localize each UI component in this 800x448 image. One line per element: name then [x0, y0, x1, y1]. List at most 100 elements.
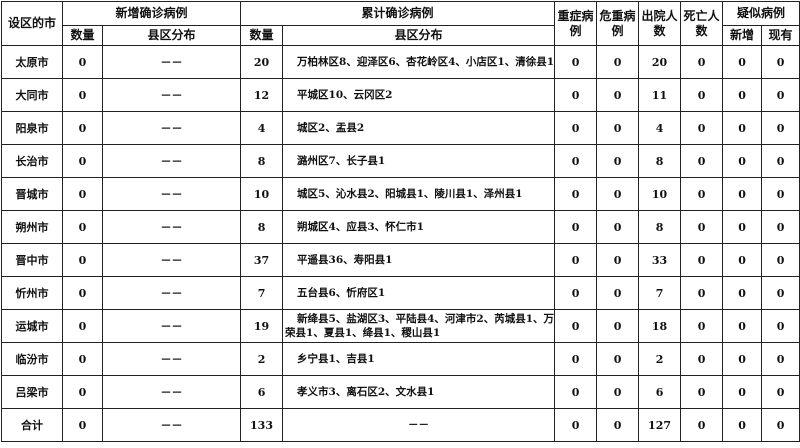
table-row: 运城市 0 －－ 19 新绛县5、盐湖区3、平陆县4、河津市2、芮城县1、万荣县1、夏县… — [1, 309, 800, 343]
table-row: 长治市 0 －－ 8 潞州区7、长子县1 0 0 8 0 0 0 — [1, 144, 800, 178]
header-city: 设区的市 — [1, 1, 63, 46]
cell-critical: 0 — [596, 309, 640, 343]
cell-critical: 0 — [596, 45, 640, 79]
cell-deaths: 0 — [680, 177, 724, 211]
cell-total: 19 — [240, 309, 284, 343]
cell-deaths: 0 — [680, 111, 724, 145]
cell-city: 大同市 — [1, 78, 63, 112]
cell-new-dist: －－ — [101, 210, 242, 244]
cell-total: 2 — [240, 342, 284, 376]
cell-severe: 0 — [554, 210, 598, 244]
table-row: 晋中市 0 －－ 37 平遥县36、寿阳县1 0 0 33 0 0 0 — [1, 243, 800, 277]
header-new-count: 数量 — [62, 25, 103, 46]
cell-susp-current: 0 — [761, 78, 800, 112]
table-row: 阳泉市 0 －－ 4 城区2、盂县2 0 0 4 0 0 0 — [1, 111, 800, 145]
cell-total: 37 — [240, 243, 284, 277]
cell-deaths: 0 — [680, 375, 724, 409]
cell-new: 0 — [62, 177, 103, 211]
cell-new-dist: －－ — [101, 111, 242, 145]
cell-dist: 五台县6、忻府区1 — [282, 276, 556, 310]
cell-dist: 潞州区7、长子县1 — [282, 144, 556, 178]
cell-critical: 0 — [596, 144, 640, 178]
cell-susp-current: 0 — [761, 309, 800, 343]
cell-critical: 0 — [596, 276, 640, 310]
cell-deaths: 0 — [680, 45, 724, 79]
table-row: 朔州市 0 －－ 8 朔城区4、应县3、怀仁市1 0 0 8 0 0 0 — [1, 210, 800, 244]
cell-severe: 0 — [554, 342, 598, 376]
cell-discharged: 4 — [638, 111, 682, 145]
cell-severe: 0 — [554, 111, 598, 145]
header-total-confirmed: 累计确诊病例 — [240, 1, 556, 26]
cell-deaths: 0 — [680, 309, 724, 343]
cell-critical: 0 — [596, 243, 640, 277]
cell-new: 0 — [62, 342, 103, 376]
cell-total: 10 — [240, 177, 284, 211]
cell-discharged: 7 — [638, 276, 682, 310]
table-row: 晋城市 0 －－ 10 城区5、沁水县2、阳城县1、陵川县1、泽州县1 0 0 10 0 0 0 — [1, 177, 800, 211]
table-row: 吕梁市 0 －－ 6 孝义市3、离石区2、文水县1 0 0 6 0 0 0 — [1, 375, 800, 409]
cell-dist: 城区2、盂县2 — [282, 111, 556, 145]
cell-susp-current: 0 — [761, 243, 800, 277]
cell-severe: 0 — [554, 144, 598, 178]
cell-total: 8 — [240, 144, 284, 178]
cell-deaths: 0 — [680, 276, 724, 310]
cell-susp-new: 0 — [722, 144, 763, 178]
cell-new-dist: －－ — [101, 309, 242, 343]
cell-dist: 平城区10、云冈区2 — [282, 78, 556, 112]
cell-new: 0 — [62, 78, 103, 112]
cell-discharged: 20 — [638, 45, 682, 79]
cell-city: 忻州市 — [1, 276, 63, 310]
cell-city: 长治市 — [1, 144, 63, 178]
table-row: 大同市 0 －－ 12 平城区10、云冈区2 0 0 11 0 0 0 — [1, 78, 800, 112]
cell-critical: 0 — [596, 210, 640, 244]
cell-susp-current: 0 — [761, 375, 800, 409]
cell-discharged: 127 — [638, 408, 682, 442]
table-row: 忻州市 0 －－ 7 五台县6、忻府区1 0 0 7 0 0 0 — [1, 276, 800, 310]
cell-discharged: 10 — [638, 177, 682, 211]
table-body: 太原市 0 －－ 20 万柏林区8、迎泽区6、杏花岭区4、小店区1、清徐县1 0 0 20 0 0… — [1, 45, 800, 442]
header-suspected: 疑似病例 — [722, 1, 800, 26]
cell-new: 0 — [62, 210, 103, 244]
cell-deaths: 0 — [680, 243, 724, 277]
cell-dist: 新绛县5、盐湖区3、平陆县4、河津市2、芮城县1、万荣县1、夏县1、绛县1、稷山… — [282, 309, 556, 343]
cell-susp-current: 0 — [761, 45, 800, 79]
cell-new: 0 — [62, 144, 103, 178]
cell-dist: 朔城区4、应县3、怀仁市1 — [282, 210, 556, 244]
cell-new: 0 — [62, 408, 103, 442]
cell-dist: 孝义市3、离石区2、文水县1 — [282, 375, 556, 409]
header-total-count: 数量 — [240, 25, 284, 46]
cell-total: 6 — [240, 375, 284, 409]
cell-city: 运城市 — [1, 309, 63, 343]
header-severe: 重症病例 — [554, 1, 598, 46]
cell-new-dist: －－ — [101, 78, 242, 112]
cell-susp-new: 0 — [722, 276, 763, 310]
cell-new: 0 — [62, 111, 103, 145]
cell-total: 133 — [240, 408, 284, 442]
cell-new-dist: －－ — [101, 177, 242, 211]
cell-discharged: 8 — [638, 144, 682, 178]
cell-dist: 城区5、沁水县2、阳城县1、陵川县1、泽州县1 — [282, 177, 556, 211]
cell-severe: 0 — [554, 375, 598, 409]
cell-susp-current: 0 — [761, 210, 800, 244]
header-suspected-new: 新增 — [722, 25, 763, 46]
cell-critical: 0 — [596, 111, 640, 145]
cell-new: 0 — [62, 375, 103, 409]
cell-dist: 乡宁县1、吉县1 — [282, 342, 556, 376]
cell-deaths: 0 — [680, 210, 724, 244]
cell-severe: 0 — [554, 45, 598, 79]
cell-city: 合计 — [1, 408, 63, 442]
cell-total: 12 — [240, 78, 284, 112]
cell-new-dist: －－ — [101, 408, 242, 442]
cell-total: 4 — [240, 111, 284, 145]
cell-severe: 0 — [554, 78, 598, 112]
cell-new: 0 — [62, 243, 103, 277]
header-deaths: 死亡人数 — [680, 1, 724, 46]
cell-deaths: 0 — [680, 342, 724, 376]
cell-susp-current: 0 — [761, 111, 800, 145]
cell-new-dist: －－ — [101, 243, 242, 277]
table-row: 太原市 0 －－ 20 万柏林区8、迎泽区6、杏花岭区4、小店区1、清徐县1 0 0 20 0 0… — [1, 45, 800, 79]
cell-critical: 0 — [596, 342, 640, 376]
cell-deaths: 0 — [680, 78, 724, 112]
cell-discharged: 8 — [638, 210, 682, 244]
